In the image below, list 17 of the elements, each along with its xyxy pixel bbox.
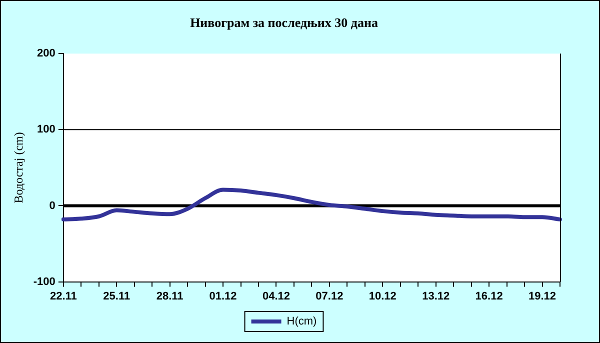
x-tick-label: 01.12: [209, 290, 237, 302]
x-tick-label: 10.12: [368, 290, 396, 302]
chart-title: Нивограм за последњих 30 дана: [190, 15, 378, 30]
x-tick-label: 07.12: [316, 290, 344, 302]
x-tick-label: 28.11: [156, 290, 184, 302]
y-tick-label: -100: [33, 276, 56, 288]
y-axis-title: Водостај (cm): [11, 132, 26, 204]
x-tick-label: 25.11: [103, 290, 130, 302]
x-tick-label: 13.12: [422, 290, 450, 302]
y-tick-label: 100: [37, 124, 56, 136]
x-tick-label: 19.12: [528, 290, 556, 302]
x-tick-label: 04.12: [262, 290, 290, 302]
y-tick-label: 200: [37, 48, 56, 60]
x-tick-label: 16.12: [475, 290, 503, 302]
y-tick-label: 0: [49, 200, 56, 212]
x-tick-label: 22.11: [50, 290, 77, 302]
legend-label: H(cm): [286, 316, 317, 328]
